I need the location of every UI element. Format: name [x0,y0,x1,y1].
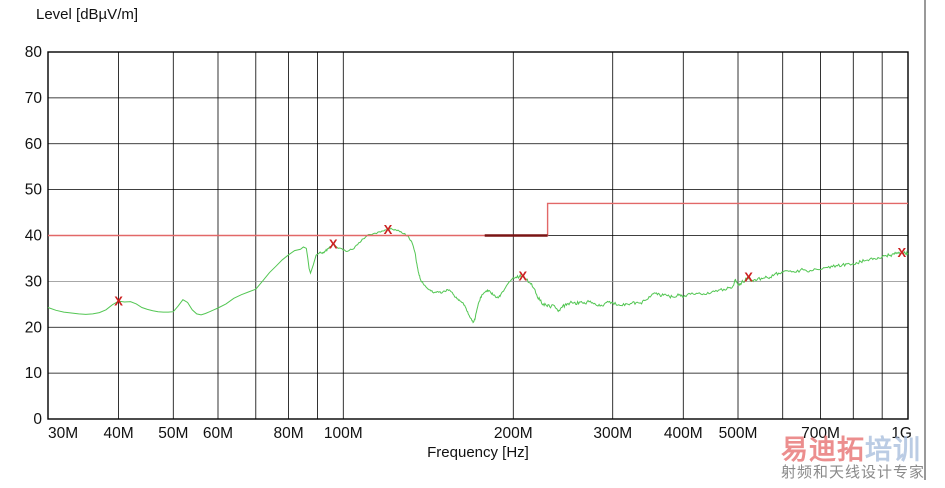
y-tick-label: 20 [25,319,43,336]
x-tick-label: 50M [158,425,188,442]
y-tick-label: 30 [25,273,43,290]
watermark: 易迪拓培训 射频和天线设计专家 [781,437,926,481]
x-tick-label: 1G [891,425,912,442]
y-tick-label: 60 [25,136,43,153]
measurement-marker-x: X [329,236,338,251]
y-axis-title: Level [dBµV/m] [36,6,139,23]
y-tick-label: 50 [25,182,43,199]
x-tick-label: 500M [719,425,758,442]
measurement-marker-x: X [897,245,906,260]
y-tick-label: 10 [25,365,43,382]
x-tick-label: 40M [103,425,133,442]
y-tick-label: 0 [33,411,42,428]
x-tick-label: 30M [48,425,78,442]
watermark-tagline: 射频和天线设计专家 [781,464,926,481]
measurement-marker-x: X [384,222,393,237]
x-tick-label: 60M [203,425,233,442]
y-tick-label: 70 [25,90,43,107]
measured-emissions-trace [47,227,909,324]
measurement-marker-x: X [114,294,123,309]
x-tick-label: 400M [664,425,703,442]
measurement-marker-x: X [519,268,528,283]
measurement-marker-x: X [744,270,753,285]
limit-line [48,202,908,237]
watermark-brand: 易迪拓培训 [781,437,925,464]
y-tick-label: 80 [25,44,43,61]
x-tick-label: 80M [273,425,303,442]
watermark-brand-red: 易迪拓 [781,435,865,465]
x-tick-label: 100M [324,425,363,442]
x-axis-title: Frequency [Hz] [427,444,529,461]
x-tick-label: 300M [593,425,632,442]
y-tick-label: 40 [25,228,43,245]
x-tick-label: 700M [801,425,840,442]
x-tick-label: 200M [494,425,533,442]
watermark-brand-blue: 培训 [865,435,921,465]
